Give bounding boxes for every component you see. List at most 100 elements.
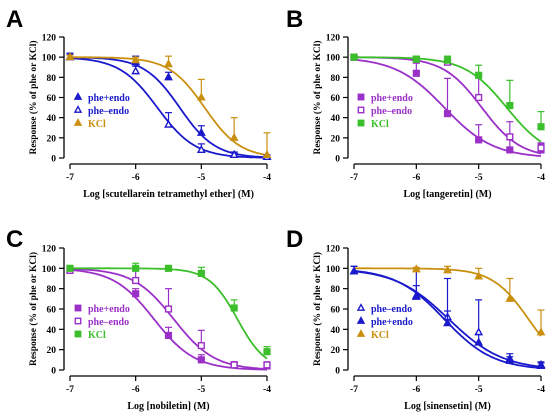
legend-label: phe+endo [371, 317, 413, 328]
data-point [197, 356, 205, 364]
x-axis-label: Log [tangeretin] (M) [403, 189, 491, 200]
y-tick-label: 60 [47, 94, 57, 104]
data-point [229, 149, 239, 159]
data-point [164, 305, 173, 313]
legend-label: phe+endo [88, 93, 130, 104]
x-tick-label: -4 [537, 385, 545, 395]
data-point [411, 290, 421, 299]
data-point [196, 144, 206, 153]
legend-marker [357, 106, 365, 114]
data-point [164, 59, 173, 68]
y-tick-label: 20 [331, 134, 341, 144]
x-tick-label: -7 [66, 173, 74, 183]
legend-marker [74, 330, 82, 338]
y-tick-label: 20 [47, 346, 57, 356]
data-point [537, 123, 545, 131]
y-axis-label: Response (% of phe or KCl) [28, 40, 39, 154]
data-point [411, 264, 421, 273]
x-axis-label: Log [nobiletin] (M) [127, 401, 209, 412]
panel-letter: A [6, 6, 23, 33]
x-axis-label: Log [sinensetin] (M) [404, 401, 491, 412]
data-point [349, 266, 359, 275]
legend-marker [357, 119, 365, 127]
data-point [475, 93, 483, 102]
x-tick-label: -5 [197, 173, 205, 183]
y-axis-label: Response (% of phe or KCl) [312, 252, 323, 366]
data-point [506, 146, 514, 154]
fit-curve [70, 56, 268, 156]
y-tick-label: 120 [42, 245, 57, 255]
data-point [505, 293, 515, 302]
y-tick-label: 80 [331, 74, 341, 84]
x-axis-label: Log [scutellarein tetramethyl ether] (M) [83, 189, 254, 200]
data-point [131, 66, 141, 75]
x-tick-label: -5 [197, 385, 205, 395]
legend-marker [357, 93, 365, 101]
data-point [505, 355, 515, 364]
x-tick-label: -4 [263, 173, 271, 183]
data-point [506, 133, 514, 141]
data-point [164, 72, 173, 81]
data-point [230, 361, 238, 369]
y-tick-label: 40 [47, 114, 57, 124]
y-axis-label: Response (% of phe or KCl) [28, 252, 39, 366]
y-tick-label: 100 [42, 54, 57, 64]
x-tick-label: -7 [350, 385, 358, 395]
x-tick-label: -7 [66, 385, 74, 395]
x-tick-label: -5 [475, 173, 483, 183]
legend-label: phe–endo [371, 106, 412, 117]
panel-c: C 0 20 40 60 80 100 120 -7 -6 -5 -4 Log [nobiletin] … [6, 226, 271, 412]
data-point [412, 69, 420, 77]
data-point [350, 53, 358, 61]
y-tick-label: 80 [47, 74, 57, 84]
legend-label: KCl [371, 119, 389, 130]
data-point [263, 348, 271, 356]
panel-d: D 0 20 40 60 80 100 120 -7 -6 -5 -4 Log [sinensetin]… [286, 226, 546, 412]
y-tick-label: 60 [331, 306, 341, 316]
y-tick-label: 120 [326, 245, 341, 255]
data-point [197, 269, 205, 277]
y-tick-label: 100 [42, 265, 57, 275]
data-point [66, 264, 74, 272]
data-point [262, 149, 272, 159]
x-tick-label: -6 [412, 385, 420, 395]
data-point [197, 342, 205, 350]
y-tick-label: 0 [51, 367, 56, 377]
legend-label: KCl [371, 330, 389, 341]
x-tick-label: -4 [263, 385, 271, 395]
data-point [164, 264, 173, 272]
data-point [263, 361, 271, 369]
y-tick-label: 20 [331, 346, 341, 356]
data-point [229, 132, 239, 141]
data-point [132, 290, 140, 298]
x-tick-label: -6 [132, 173, 140, 183]
data-point [474, 337, 484, 346]
legend-marker [356, 316, 366, 324]
data-point [164, 331, 173, 340]
data-point [506, 101, 514, 110]
y-tick-label: 40 [331, 326, 341, 336]
legend-marker [73, 105, 83, 113]
x-tick-label: -6 [132, 385, 140, 395]
data-point [412, 55, 420, 63]
y-tick-label: 80 [331, 285, 341, 295]
x-tick-label: -4 [537, 173, 545, 183]
legend-marker [73, 118, 83, 126]
legend-marker [74, 317, 82, 325]
x-tick-label: -5 [475, 385, 483, 395]
panel-letter: D [286, 226, 303, 253]
data-point [196, 92, 206, 101]
legend-marker [74, 304, 82, 312]
data-point [475, 71, 483, 79]
data-point [230, 304, 238, 312]
data-point [132, 264, 140, 272]
data-point [536, 327, 546, 336]
data-point [443, 318, 452, 327]
legend-label: phe–endo [88, 317, 129, 328]
data-point [536, 359, 546, 368]
data-point [443, 265, 452, 274]
y-tick-label: 0 [335, 155, 340, 165]
data-point [131, 55, 141, 64]
data-point [443, 56, 452, 64]
data-point [65, 52, 75, 61]
